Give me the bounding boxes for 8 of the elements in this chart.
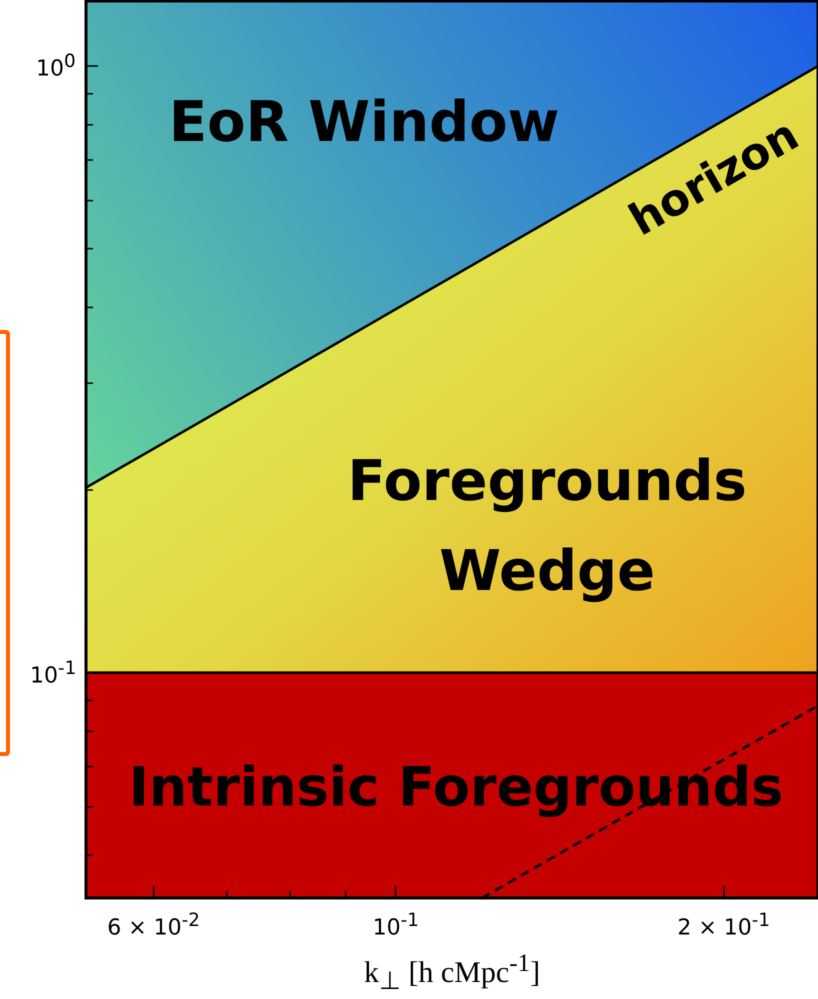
y-tick-label: 10$^{0}$ bbox=[36, 51, 76, 82]
x-tick-label: 6 × 10$^{-2}$ bbox=[107, 910, 200, 940]
x-tick-label: 10$^{-1}$ bbox=[372, 910, 419, 940]
x-tick-label: 2 × 10$^{-1}$ bbox=[677, 910, 770, 940]
x-axis-title: k$_{⊥}$ [h cMpc$^{-1}$] bbox=[362, 950, 542, 996]
band-label: Intrinsic Foregrounds bbox=[128, 755, 784, 818]
annotation: EoR Window bbox=[168, 90, 560, 156]
annotation: Foregrounds Wedge bbox=[347, 448, 747, 604]
